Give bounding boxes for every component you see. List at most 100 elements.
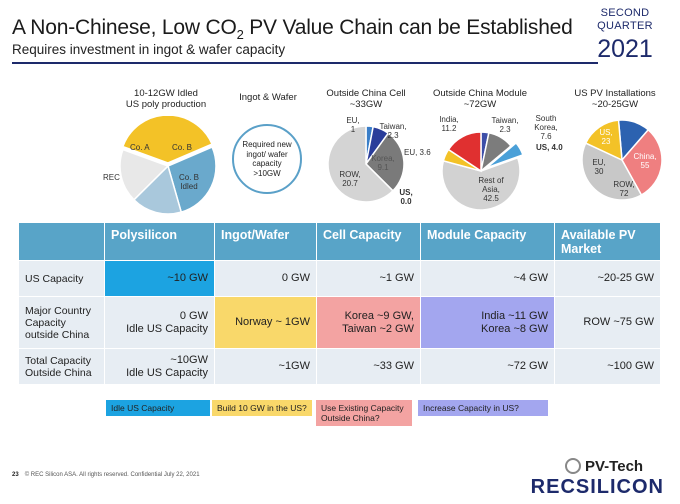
table-header-row: Polysilicon Ingot/Wafer Cell Capacity Mo… — [18, 222, 661, 261]
table-cell: 0 GW — [214, 260, 317, 297]
module-pie-chart — [441, 131, 522, 211]
row-label-total-capacity: Total Capacity Outside China — [18, 348, 105, 385]
table-cell: ~10 GW — [104, 260, 215, 297]
cell-label-eu-name: EU, — [346, 116, 360, 125]
table-row: Total Capacity Outside China ~10GW Idle U… — [18, 348, 661, 385]
cell-label-row-value: 20.7 — [342, 179, 358, 188]
module-label-rest-of-asia: Rest of Asia, 42.5 — [474, 176, 508, 203]
market-label-eu: EU, 30 — [590, 158, 608, 176]
row-label-major-country: Major Country Capacity outside China — [18, 296, 105, 349]
cell-label-korea: Korea, 9.1 — [368, 154, 398, 172]
ingot-requirement-circle: Required new ingot/ wafer capacity >10GW — [232, 124, 302, 194]
table-header-cell-capacity: Cell Capacity — [316, 222, 421, 261]
cell-label-taiwan: Taiwan, 2.3 — [376, 122, 410, 140]
poly-label-co-b-idled: Co. B Idled — [176, 173, 202, 191]
market-pie-chart — [581, 119, 663, 201]
table-header-available-market: Available PV Market — [554, 222, 661, 261]
module-label-south-korea: South Korea, 7.6 — [530, 114, 562, 141]
module-label-korea: Korea, — [534, 123, 558, 132]
module-label-us: US, 4.0 — [536, 143, 563, 152]
cell-pie-chart — [327, 125, 405, 203]
wechat-icon — [565, 458, 581, 474]
pie-slice-rec — [119, 148, 170, 201]
title-subscript: 2 — [236, 27, 244, 43]
footer-info: 23 © REC Silicon ASA. All rights reserved… — [12, 472, 200, 478]
page-number: 23 — [12, 472, 19, 478]
table-cell-line: Taiwan ~2 GW — [342, 322, 414, 335]
module-label-india-name: India, — [439, 115, 459, 124]
pie-slice-korea — [365, 132, 405, 192]
table-cell: 0 GW Idle US Capacity — [104, 296, 215, 349]
module-chart-title: Outside China Module ~72GW — [424, 88, 536, 110]
cell-label-us-name: US, — [399, 188, 413, 197]
table-row: US Capacity ~10 GW 0 GW ~1 GW ~4 GW ~20-… — [18, 260, 661, 297]
quarter-line-1: SECOND — [600, 7, 650, 19]
module-label-asia: Asia, — [482, 185, 500, 194]
market-label-us-value: 23 — [601, 137, 611, 146]
table-cell-line: 0 GW — [179, 309, 208, 322]
poly-title-line2: US poly production — [125, 99, 207, 110]
module-label-rest: Rest of — [478, 176, 504, 185]
cell-label-taiwan-value: 2.3 — [387, 131, 399, 140]
table-cell-line: Korea ~9 GW, — [344, 309, 414, 322]
note-increase-capacity: Increase Capacity in US? — [418, 400, 548, 416]
pie-slice-row — [581, 142, 643, 201]
title-text-main: A Non-Chinese, Low CO — [12, 16, 237, 39]
table-header-blank — [18, 222, 105, 261]
module-label-taiwan-value: 2.3 — [499, 125, 511, 134]
pie-slice-south-korea — [479, 131, 512, 173]
table-header-ingot-wafer: Ingot/Wafer — [214, 222, 317, 261]
cell-label-row-name: ROW, — [339, 170, 361, 179]
table-cell: ~20-25 GW — [554, 260, 661, 297]
ingot-chart-title: Ingot & Wafer — [239, 92, 297, 103]
market-title-line2: ~20-25GW — [591, 99, 639, 110]
table-cell-line: Korea ~8 GW — [481, 322, 548, 335]
page-subtitle: Requires investment in ingot & wafer cap… — [12, 42, 286, 57]
poly-pie-chart — [119, 116, 217, 215]
pie-slice-co-b — [167, 146, 217, 214]
footer-copyright: © REC Silicon ASA. All rights reserved. … — [24, 472, 200, 478]
table-cell-line: India ~11 GW — [481, 309, 548, 322]
poly-chart-title: 10-12GW Idled US poly production — [114, 88, 218, 110]
cell-title-line1: Outside China Cell — [326, 88, 406, 99]
table-cell: ~33 GW — [316, 348, 421, 385]
market-label-us: US, 23 — [596, 128, 616, 146]
pie-slice-india — [447, 131, 482, 173]
module-label-asia-value: 42.5 — [483, 194, 499, 203]
watermark: PV-Tech — [565, 458, 643, 475]
pie-slice-row — [327, 125, 394, 203]
pie-slice-us — [485, 141, 522, 169]
table-header-polysilicon: Polysilicon — [104, 222, 215, 261]
pie-slice-co-a — [121, 116, 214, 164]
cell-title-line2: ~33GW — [349, 99, 383, 110]
cell-label-korea-value: 9.1 — [377, 163, 389, 172]
market-label-eu-name: EU, — [592, 158, 606, 167]
table-cell: India ~11 GW Korea ~8 GW — [420, 296, 555, 349]
table-cell-line: Idle US Capacity — [126, 322, 208, 335]
module-label-south: South — [535, 114, 557, 123]
pie-slice-rest-of-asia — [441, 156, 521, 211]
table-header-module-capacity: Module Capacity — [420, 222, 555, 261]
quarter-badge: SECOND QUARTER 2021 — [590, 7, 660, 63]
poly-label-co-b: Co. B — [172, 143, 193, 152]
table-cell: ~100 GW — [554, 348, 661, 385]
table-cell: ~1 GW — [316, 260, 421, 297]
market-label-row: ROW, 72 — [612, 180, 636, 198]
market-title-line1: US PV Installations — [574, 88, 656, 99]
table-cell: ~1GW — [214, 348, 317, 385]
market-label-china-value: 55 — [640, 161, 650, 170]
market-chart-title: US PV Installations ~20-25GW — [570, 88, 660, 110]
table-cell: Norway ~ 1GW — [214, 296, 317, 349]
market-label-us-name: US, — [599, 128, 613, 137]
row-label-us-capacity: US Capacity — [18, 260, 105, 297]
title-text-end: PV Value Chain can be Established — [243, 16, 573, 39]
cell-label-row: ROW, 20.7 — [336, 170, 364, 188]
table-cell: ROW ~75 GW — [554, 296, 661, 349]
cell-label-eu: EU, 1 — [344, 116, 362, 134]
poly-label-co-a: Co. A — [130, 143, 150, 152]
cell-chart-title: Outside China Cell ~33GW — [318, 88, 414, 110]
cell-label-eu-value: 1 — [350, 125, 356, 134]
module-title-line2: ~72GW — [463, 99, 497, 110]
pie-slice-co-b-idled — [132, 164, 183, 215]
note-use-existing-capacity: Use Existing Capacity Outside China? — [316, 400, 412, 426]
